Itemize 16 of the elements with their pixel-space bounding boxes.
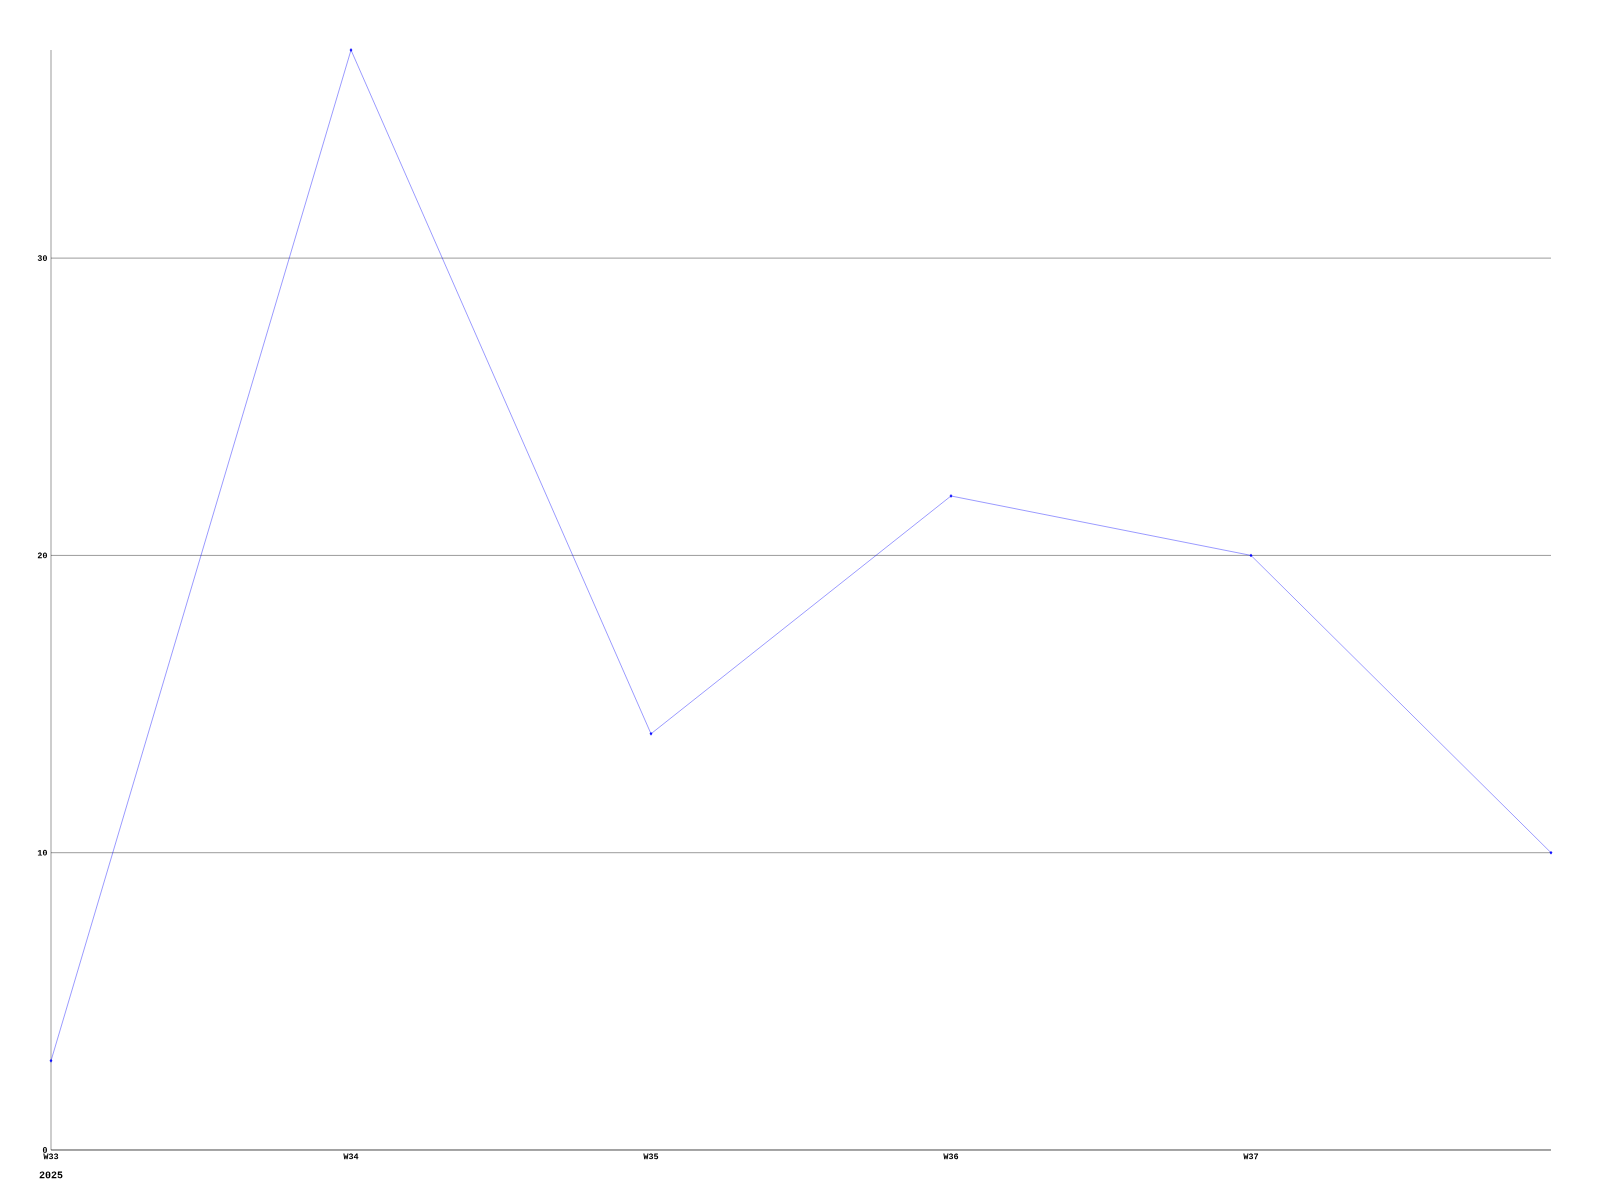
x-tick-label: W35 <box>643 1153 659 1160</box>
x-tick-label: W37 <box>1243 1153 1259 1160</box>
point <box>1549 851 1553 855</box>
point <box>349 48 353 52</box>
y-tick-label: 30 <box>37 255 47 261</box>
y-tick-label: 0 <box>42 1147 47 1153</box>
x-tick-label: W34 <box>343 1153 359 1160</box>
point <box>649 732 653 736</box>
x-tick-label: W33 <box>43 1153 59 1160</box>
y-tick-label: 10 <box>37 849 47 856</box>
point <box>949 494 953 498</box>
point <box>49 1059 53 1063</box>
text: 2025 <box>39 1171 63 1179</box>
point <box>1249 553 1253 558</box>
x-tick-label: W36 <box>943 1153 959 1160</box>
y-tick-label: 20 <box>37 552 47 559</box>
